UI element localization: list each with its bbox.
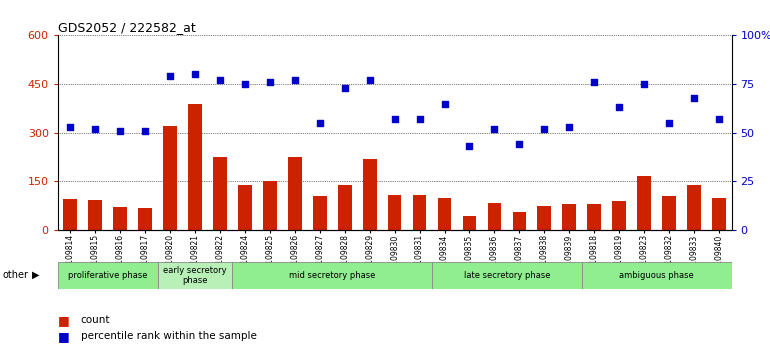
Bar: [188, 103, 202, 230]
Point: [464, 144, 476, 149]
Point: [688, 95, 700, 101]
Bar: [63, 199, 77, 230]
Bar: [288, 157, 302, 230]
Bar: [437, 198, 451, 230]
Point: [488, 126, 500, 132]
Point: [713, 116, 725, 122]
Point: [363, 77, 376, 83]
Text: percentile rank within the sample: percentile rank within the sample: [81, 331, 256, 341]
Text: ambiguous phase: ambiguous phase: [619, 271, 694, 280]
Point: [64, 124, 76, 130]
Text: count: count: [81, 315, 110, 325]
Bar: [89, 200, 102, 230]
Bar: [537, 206, 551, 230]
Point: [588, 79, 601, 85]
Bar: [612, 201, 626, 230]
Bar: [163, 126, 177, 230]
Point: [214, 77, 226, 83]
Point: [89, 126, 102, 132]
Point: [438, 101, 450, 106]
Point: [388, 116, 400, 122]
Point: [563, 124, 575, 130]
Point: [189, 72, 201, 77]
Bar: [562, 204, 576, 230]
Point: [313, 120, 326, 126]
Bar: [158, 262, 233, 289]
Text: late secretory phase: late secretory phase: [464, 271, 551, 280]
Text: other: other: [2, 270, 28, 280]
Bar: [363, 159, 377, 230]
Point: [239, 81, 251, 87]
Text: ■: ■: [58, 330, 69, 343]
Point: [339, 85, 351, 91]
Bar: [513, 212, 526, 230]
Text: mid secretory phase: mid secretory phase: [289, 271, 376, 280]
Bar: [213, 157, 227, 230]
Bar: [233, 262, 432, 289]
Bar: [388, 195, 401, 230]
Bar: [582, 262, 732, 289]
Point: [663, 120, 675, 126]
Text: ▶: ▶: [32, 270, 40, 280]
Text: proliferative phase: proliferative phase: [68, 271, 147, 280]
Bar: [463, 216, 477, 230]
Point: [263, 79, 276, 85]
Bar: [139, 208, 152, 230]
Bar: [588, 204, 601, 230]
Point: [164, 73, 176, 79]
Bar: [58, 262, 158, 289]
Bar: [662, 196, 676, 230]
Point: [613, 104, 625, 110]
Bar: [338, 185, 352, 230]
Bar: [712, 198, 726, 230]
Bar: [413, 195, 427, 230]
Point: [514, 142, 526, 147]
Point: [413, 116, 426, 122]
Point: [638, 81, 651, 87]
Bar: [487, 202, 501, 230]
Text: early secretory
phase: early secretory phase: [163, 266, 227, 285]
Bar: [313, 196, 326, 230]
Point: [114, 128, 126, 133]
Bar: [432, 262, 582, 289]
Point: [139, 128, 151, 133]
Point: [538, 126, 551, 132]
Bar: [238, 185, 252, 230]
Text: GDS2052 / 222582_at: GDS2052 / 222582_at: [58, 21, 196, 34]
Bar: [113, 207, 127, 230]
Bar: [263, 181, 276, 230]
Point: [289, 77, 301, 83]
Text: ■: ■: [58, 314, 69, 327]
Bar: [638, 176, 651, 230]
Bar: [687, 185, 701, 230]
